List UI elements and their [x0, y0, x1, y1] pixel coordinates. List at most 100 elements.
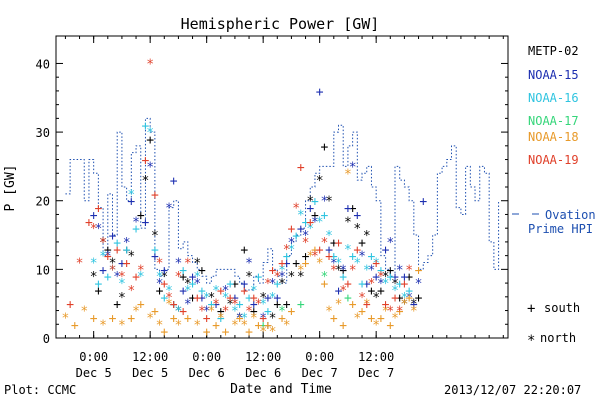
y-tick-label: 0: [43, 332, 50, 346]
point-noaa-19: *: [184, 257, 192, 272]
point-metp-02: *: [306, 195, 314, 210]
point-noaa-15: +: [99, 263, 107, 278]
point-noaa-19: +: [226, 291, 234, 306]
point-noaa-19: +: [288, 222, 296, 237]
point-metp-02: +: [405, 270, 413, 285]
point-noaa-16: *: [193, 270, 201, 285]
point-noaa-19: *: [311, 250, 319, 265]
point-noaa-19: +: [160, 277, 168, 292]
point-noaa-16: *: [288, 243, 296, 258]
point-noaa-19: +: [250, 291, 258, 306]
x-axis: 0:00 Dec 5 12:00 Dec 5 0:00 Dec 6 12:00 Dec 6 0:…: [64, 36, 504, 380]
point-noaa-16: *: [240, 311, 248, 326]
point-noaa-18: +: [264, 318, 272, 333]
point-noaa-16: *: [184, 284, 192, 299]
point-noaa-19: +: [335, 236, 343, 251]
point-noaa-16: +: [236, 298, 244, 313]
legend: METP-02 NOAA-15 NOAA-16 NOAA-17 NOAA-18 …: [512, 44, 596, 349]
point-noaa-16: +: [386, 270, 394, 285]
point-noaa-18: +: [368, 311, 376, 326]
point-metp-02: +: [415, 291, 423, 306]
point-noaa-18: *: [372, 318, 380, 333]
point-noaa-19: +: [179, 305, 187, 320]
point-noaa-16: +: [349, 250, 357, 265]
point-noaa-19: *: [90, 222, 98, 237]
point-noaa-18: +: [236, 311, 244, 326]
point-noaa-19: +: [123, 257, 131, 272]
point-noaa-19: *: [396, 305, 404, 320]
y-tick-label: 10: [36, 263, 50, 277]
point-noaa-18: *: [316, 257, 324, 272]
point-noaa-19: *: [358, 291, 366, 306]
point-noaa-16: +: [368, 250, 376, 265]
point-metp-02: *: [363, 229, 371, 244]
y-axis: 0 10 20 30 40: [36, 57, 508, 346]
x-tick-date-label: Dec 7: [302, 366, 338, 380]
point-noaa-16: +: [226, 277, 234, 292]
point-noaa-15: *: [175, 257, 183, 272]
point-noaa-19: *: [212, 298, 220, 313]
point-noaa-15: *: [396, 263, 404, 278]
point-noaa-18: *: [382, 305, 390, 320]
point-noaa-16: *: [335, 257, 343, 272]
point-noaa-17: +: [344, 291, 352, 306]
point-noaa-19: +: [94, 202, 102, 217]
point-noaa-17: +: [297, 298, 305, 313]
point-metp-02: *: [335, 263, 343, 278]
point-noaa-15: *: [113, 270, 121, 285]
point-noaa-18: +: [278, 311, 286, 326]
point-noaa-15: *: [288, 236, 296, 251]
point-noaa-16: +: [151, 243, 159, 258]
point-noaa-19: +: [363, 298, 371, 313]
point-noaa-15: *: [415, 277, 423, 292]
point-noaa-15: *: [339, 263, 347, 278]
point-noaa-19: +: [372, 257, 380, 272]
ovation-hpi-line: [65, 117, 500, 291]
point-metp-02: *: [259, 291, 267, 306]
point-noaa-18: +: [212, 318, 220, 333]
point-noaa-16: *: [222, 291, 230, 306]
point-noaa-19: +: [353, 243, 361, 258]
point-noaa-18: +: [377, 311, 385, 326]
point-noaa-16: +: [264, 305, 272, 320]
x-tick-date-label: Dec 7: [358, 366, 394, 380]
point-noaa-16: +: [132, 222, 140, 237]
point-metp-02: *: [109, 257, 117, 272]
point-noaa-16: +: [189, 277, 197, 292]
point-noaa-19: +: [259, 311, 267, 326]
point-noaa-18: +: [255, 318, 263, 333]
point-noaa-18: +: [127, 311, 135, 326]
point-noaa-18: *: [306, 250, 314, 265]
point-metp-02: *: [160, 270, 168, 285]
point-noaa-15: +: [283, 257, 291, 272]
point-noaa-19: *: [222, 305, 230, 320]
point-noaa-19: *: [175, 270, 183, 285]
ovation-hpi-series: [65, 117, 500, 291]
point-metp-02: +: [377, 284, 385, 299]
point-noaa-16: *: [90, 257, 98, 272]
point-metp-02: *: [325, 195, 333, 210]
point-noaa-18: +: [90, 311, 98, 326]
plot-credit: Plot: CCMC: [4, 383, 76, 397]
point-noaa-19: *: [377, 270, 385, 285]
point-noaa-16: *: [146, 126, 154, 141]
point-noaa-19: +: [316, 243, 324, 258]
point-noaa-18: +: [320, 277, 328, 292]
x-tick-date-label: Dec 6: [189, 366, 225, 380]
point-noaa-16: +: [104, 270, 112, 285]
legend-entry-noaa-17: NOAA-17: [528, 114, 579, 128]
point-metp-02: *: [297, 270, 305, 285]
point-noaa-19: +: [85, 215, 93, 230]
point-noaa-15: +: [297, 222, 305, 237]
point-noaa-19: +: [306, 215, 314, 230]
x-tick-date-label: Dec 5: [76, 366, 112, 380]
point-noaa-15: *: [269, 277, 277, 292]
point-noaa-18: +: [137, 298, 145, 313]
point-metp-02: +: [311, 208, 319, 223]
point-noaa-15: +: [306, 202, 314, 217]
point-noaa-15: *: [349, 160, 357, 175]
point-noaa-18: *: [250, 311, 258, 326]
point-noaa-18: *: [217, 311, 225, 326]
point-noaa-19: *: [198, 305, 206, 320]
